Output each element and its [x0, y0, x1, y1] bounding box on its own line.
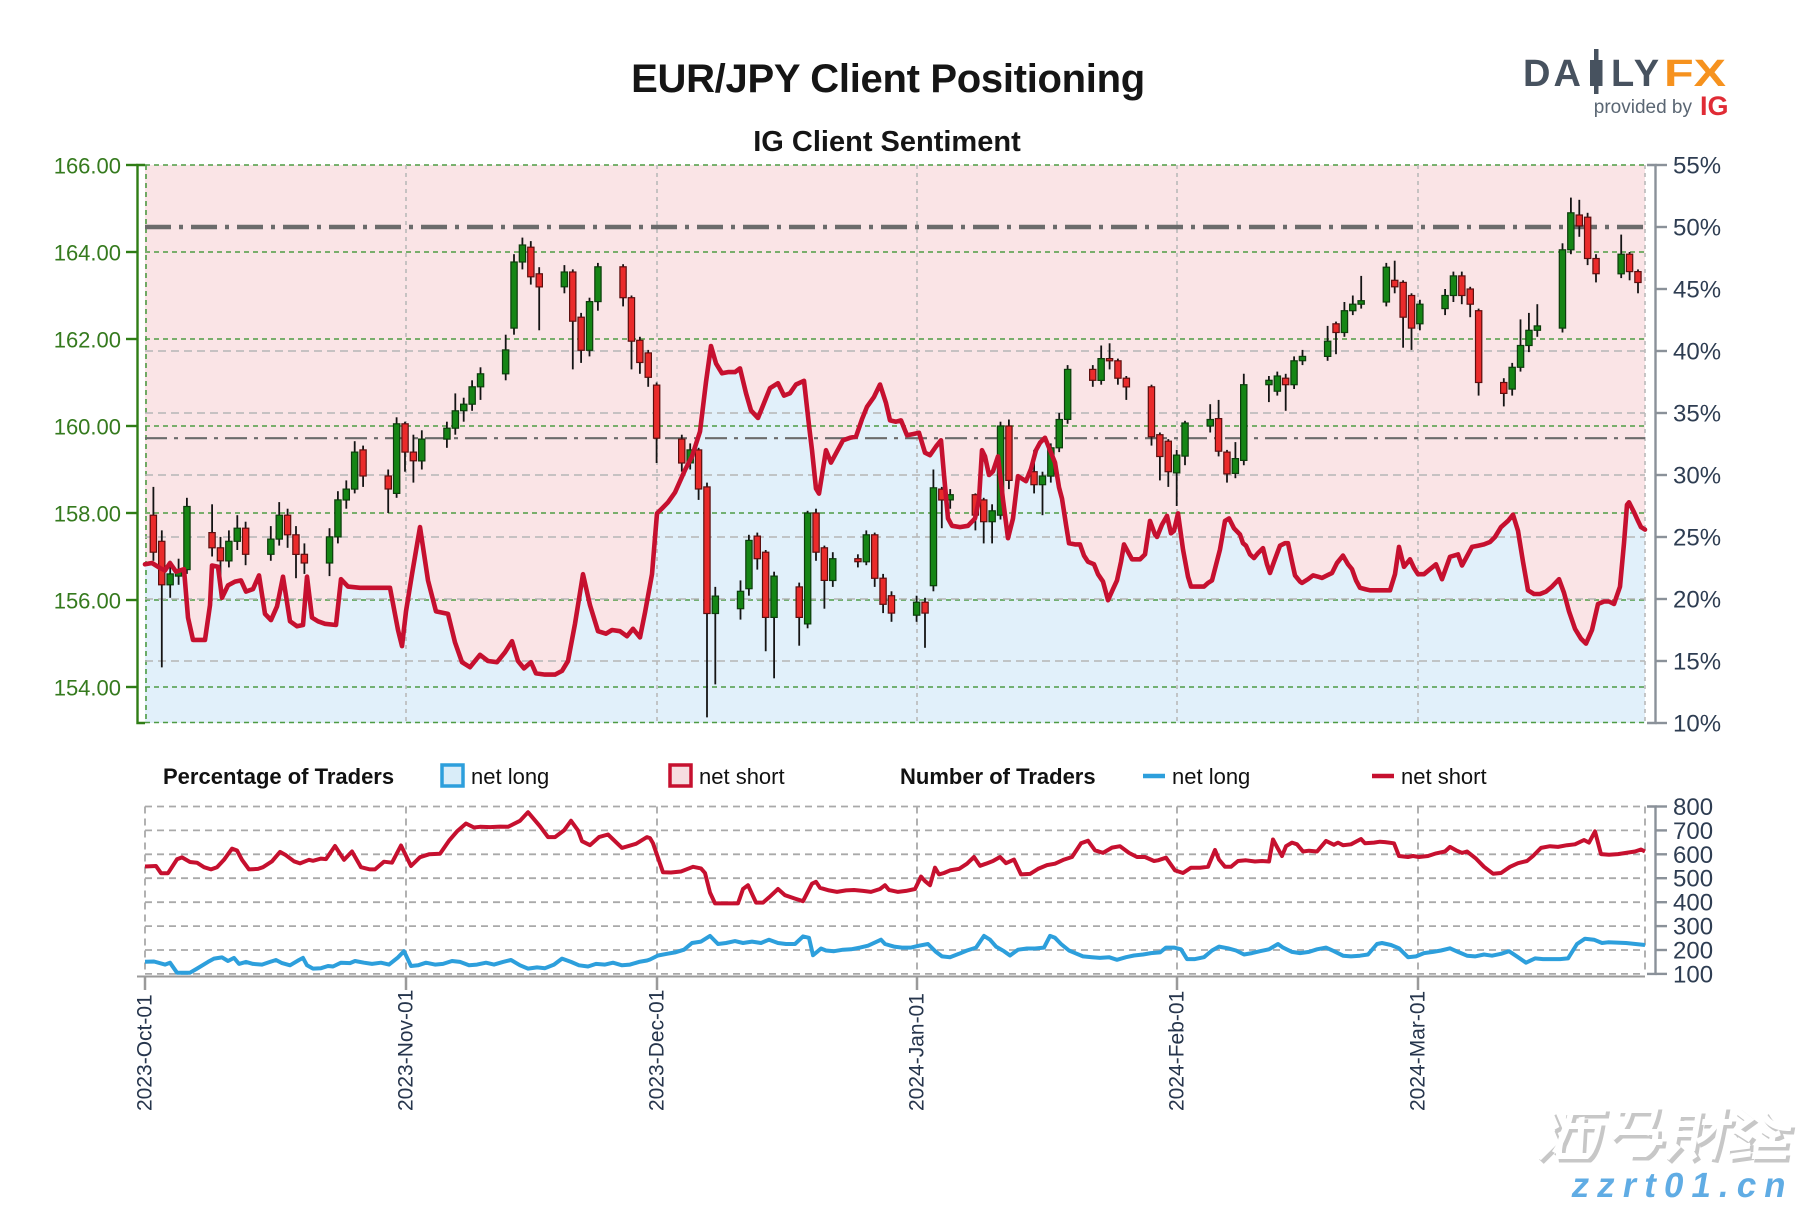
- svg-text:164.00: 164.00: [54, 241, 121, 266]
- svg-text:provided by: provided by: [1594, 97, 1693, 118]
- svg-text:net short: net short: [699, 764, 785, 789]
- svg-text:154.00: 154.00: [54, 676, 121, 701]
- svg-text:net long: net long: [1172, 764, 1250, 789]
- svg-text:Percentage of Traders: Percentage of Traders: [163, 764, 394, 789]
- svg-text:IG: IG: [1700, 91, 1729, 121]
- svg-text:300: 300: [1673, 914, 1713, 941]
- svg-text:100: 100: [1673, 961, 1713, 988]
- svg-text:800: 800: [1673, 794, 1713, 821]
- svg-text:30%: 30%: [1673, 463, 1721, 490]
- svg-text:Number of Traders: Number of Traders: [900, 764, 1096, 789]
- svg-text:400: 400: [1673, 890, 1713, 917]
- svg-text:35%: 35%: [1673, 401, 1721, 428]
- svg-text:2023-Oct-01: 2023-Oct-01: [134, 994, 157, 1111]
- svg-text:55%: 55%: [1673, 153, 1721, 180]
- svg-text:45%: 45%: [1673, 277, 1721, 304]
- svg-text:50%: 50%: [1673, 215, 1721, 242]
- svg-text:160.00: 160.00: [54, 415, 121, 440]
- svg-text:700: 700: [1673, 818, 1713, 845]
- svg-text:net long: net long: [471, 764, 549, 789]
- svg-text:IG Client Sentiment: IG Client Sentiment: [753, 126, 1021, 158]
- svg-text:600: 600: [1673, 842, 1713, 869]
- svg-text:net short: net short: [1401, 764, 1487, 789]
- svg-text:156.00: 156.00: [54, 589, 121, 614]
- svg-text:2024-Mar-01: 2024-Mar-01: [1407, 991, 1430, 1111]
- svg-text:FX: FX: [1664, 53, 1727, 95]
- svg-text:2024-Feb-01: 2024-Feb-01: [1166, 991, 1189, 1111]
- svg-text:200: 200: [1673, 937, 1713, 964]
- svg-text:2024-Jan-01: 2024-Jan-01: [906, 993, 929, 1111]
- svg-text:166.00: 166.00: [54, 154, 121, 179]
- svg-text:25%: 25%: [1673, 525, 1721, 552]
- svg-text:158.00: 158.00: [54, 502, 121, 527]
- svg-text:2023-Dec-01: 2023-Dec-01: [646, 990, 669, 1111]
- svg-text:DA: DA: [1523, 53, 1584, 95]
- svg-text:15%: 15%: [1673, 649, 1721, 676]
- svg-text:40%: 40%: [1673, 339, 1721, 366]
- svg-text:EUR/JPY Client Positioning: EUR/JPY Client Positioning: [631, 57, 1145, 101]
- svg-text:500: 500: [1673, 866, 1713, 893]
- svg-text:20%: 20%: [1673, 587, 1721, 614]
- svg-text:zzrt01.cn: zzrt01.cn: [1569, 1166, 1798, 1200]
- svg-text:10%: 10%: [1673, 711, 1721, 738]
- svg-text:2023-Nov-01: 2023-Nov-01: [395, 990, 418, 1111]
- svg-text:LY: LY: [1611, 53, 1662, 95]
- svg-text:162.00: 162.00: [54, 328, 121, 353]
